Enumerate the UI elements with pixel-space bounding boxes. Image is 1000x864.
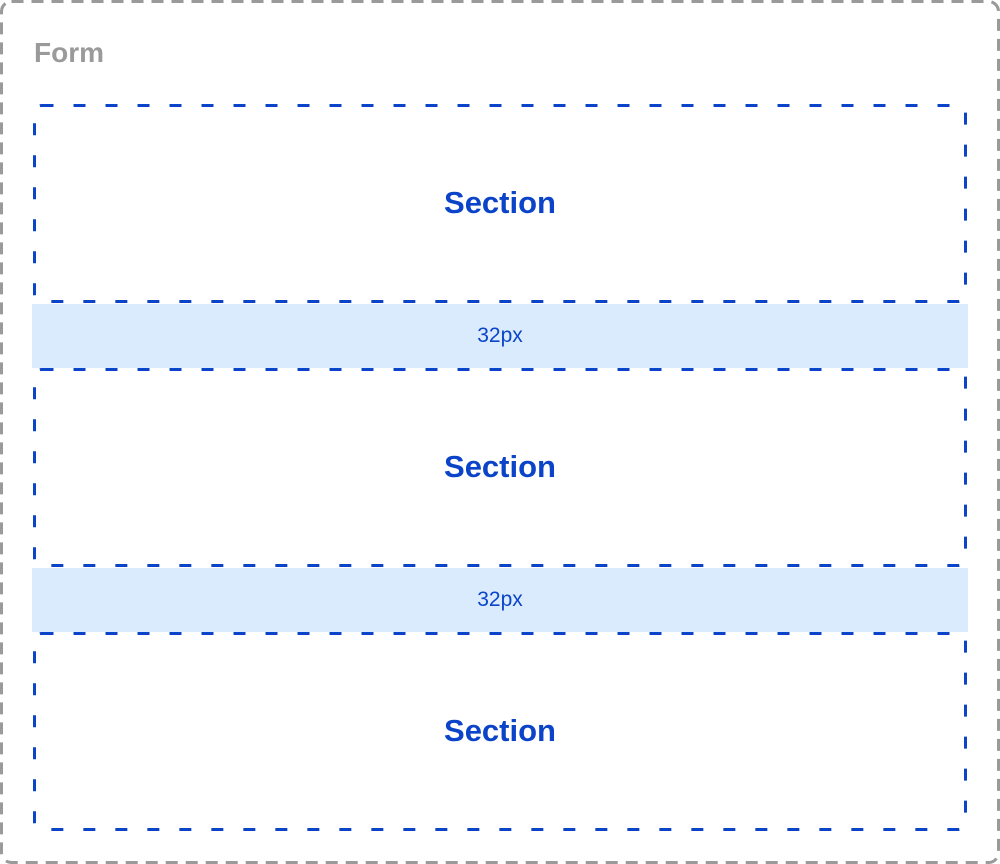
section-3: Section bbox=[33, 632, 967, 830]
gap-label: 32px bbox=[477, 324, 523, 347]
section-2: Section bbox=[33, 368, 967, 566]
section-border bbox=[33, 104, 967, 303]
section-label: Section bbox=[444, 449, 556, 484]
gap-label: 32px bbox=[477, 588, 523, 611]
spacing-gap-2: 32px bbox=[32, 568, 968, 632]
section-1: Section bbox=[33, 104, 967, 302]
spacing-gap-1: 32px bbox=[32, 304, 968, 368]
section-label: Section bbox=[444, 713, 556, 748]
section-label: Section bbox=[444, 185, 556, 220]
form-title: Form bbox=[34, 37, 104, 68]
section-border bbox=[33, 632, 967, 831]
section-border bbox=[33, 368, 967, 567]
